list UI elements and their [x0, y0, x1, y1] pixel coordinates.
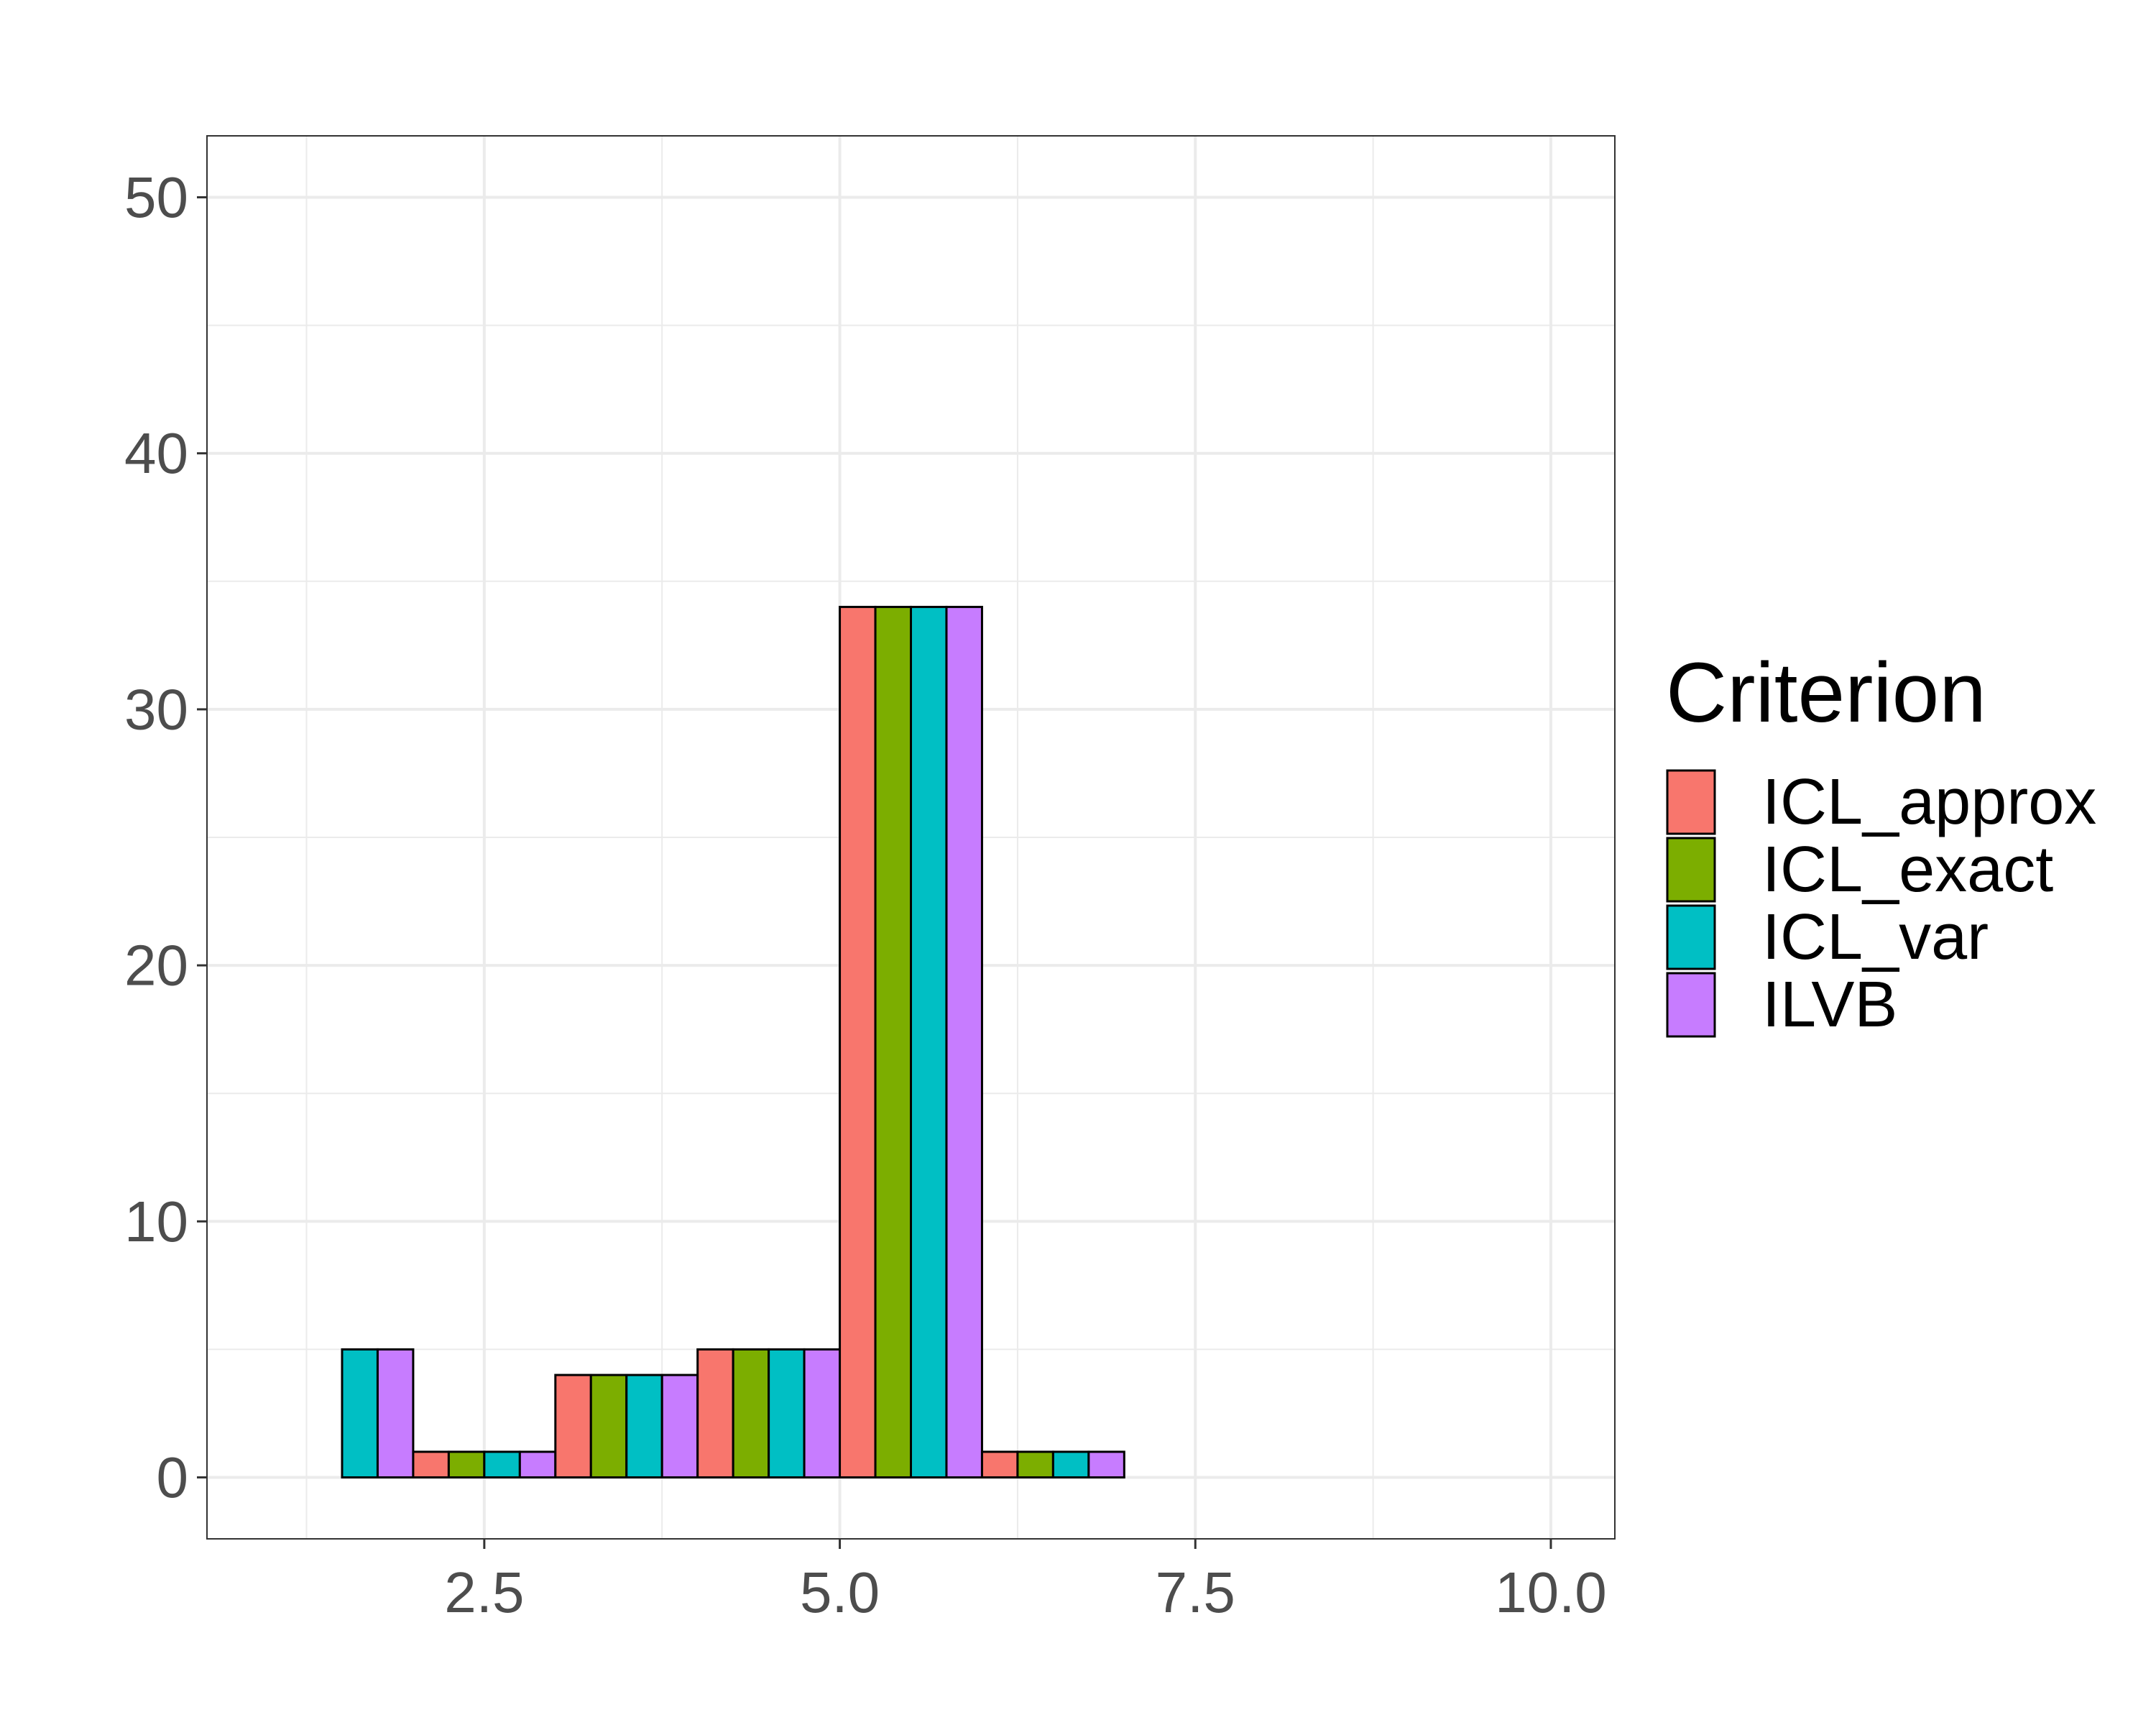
bars — [341, 605, 1125, 1479]
bar-icl-var — [768, 1348, 806, 1479]
panel-border — [206, 135, 1616, 1540]
bar-icl-approx — [839, 605, 877, 1479]
legend-key-icl-var — [1666, 904, 1716, 970]
bar-icl-approx — [412, 1450, 450, 1479]
bar-icl-var — [625, 1374, 663, 1479]
axis-ticks — [197, 196, 1552, 1549]
bar-icl-exact — [589, 1374, 628, 1479]
x-tick-label: 10.0 — [1495, 1560, 1607, 1624]
bar-icl-var — [910, 605, 948, 1479]
bar-ilvb — [660, 1374, 699, 1479]
bar-icl-approx — [980, 1450, 1019, 1479]
legend-title: Criterion — [1666, 645, 1986, 740]
legend-key-ilvb — [1666, 972, 1716, 1038]
bar-ilvb — [1087, 1450, 1125, 1479]
y-tick-label: 20 — [124, 934, 188, 998]
x-tick-label: 5.0 — [800, 1560, 880, 1624]
y-tick-label: 10 — [124, 1190, 188, 1254]
bar-ilvb — [376, 1348, 415, 1479]
bar-icl-exact — [874, 605, 912, 1479]
y-tick-label: 40 — [124, 421, 188, 485]
bar-icl-var — [341, 1348, 379, 1479]
tick-labels: 2.5 5.0 7.5 10.0 0 10 20 30 40 50 — [124, 165, 1607, 1624]
bar-icl-var — [1051, 1450, 1090, 1479]
y-tick-label: 30 — [124, 677, 188, 741]
bar-icl-exact — [732, 1348, 770, 1479]
x-tick-label: 2.5 — [444, 1560, 524, 1624]
bar-ilvb — [945, 605, 983, 1479]
legend-key-icl-approx — [1666, 769, 1716, 835]
x-tick-label: 7.5 — [1156, 1560, 1235, 1624]
legend-label: ICL_var — [1762, 901, 1989, 973]
bar-icl-approx — [554, 1374, 592, 1479]
bar-ilvb — [803, 1348, 842, 1479]
y-tick-label: 50 — [124, 165, 188, 229]
bar-ilvb — [518, 1450, 557, 1479]
bar-icl-exact — [1016, 1450, 1054, 1479]
bar-icl-approx — [696, 1348, 734, 1479]
legend-label: ICL_exact — [1762, 834, 2053, 906]
legend-key-icl-exact — [1666, 837, 1716, 903]
bar-icl-var — [483, 1450, 521, 1479]
legend-label: ICL_approx — [1762, 766, 2096, 838]
bar-icl-exact — [447, 1450, 486, 1479]
y-tick-label: 0 — [157, 1445, 189, 1509]
legend-label: ILVB — [1762, 969, 1897, 1041]
